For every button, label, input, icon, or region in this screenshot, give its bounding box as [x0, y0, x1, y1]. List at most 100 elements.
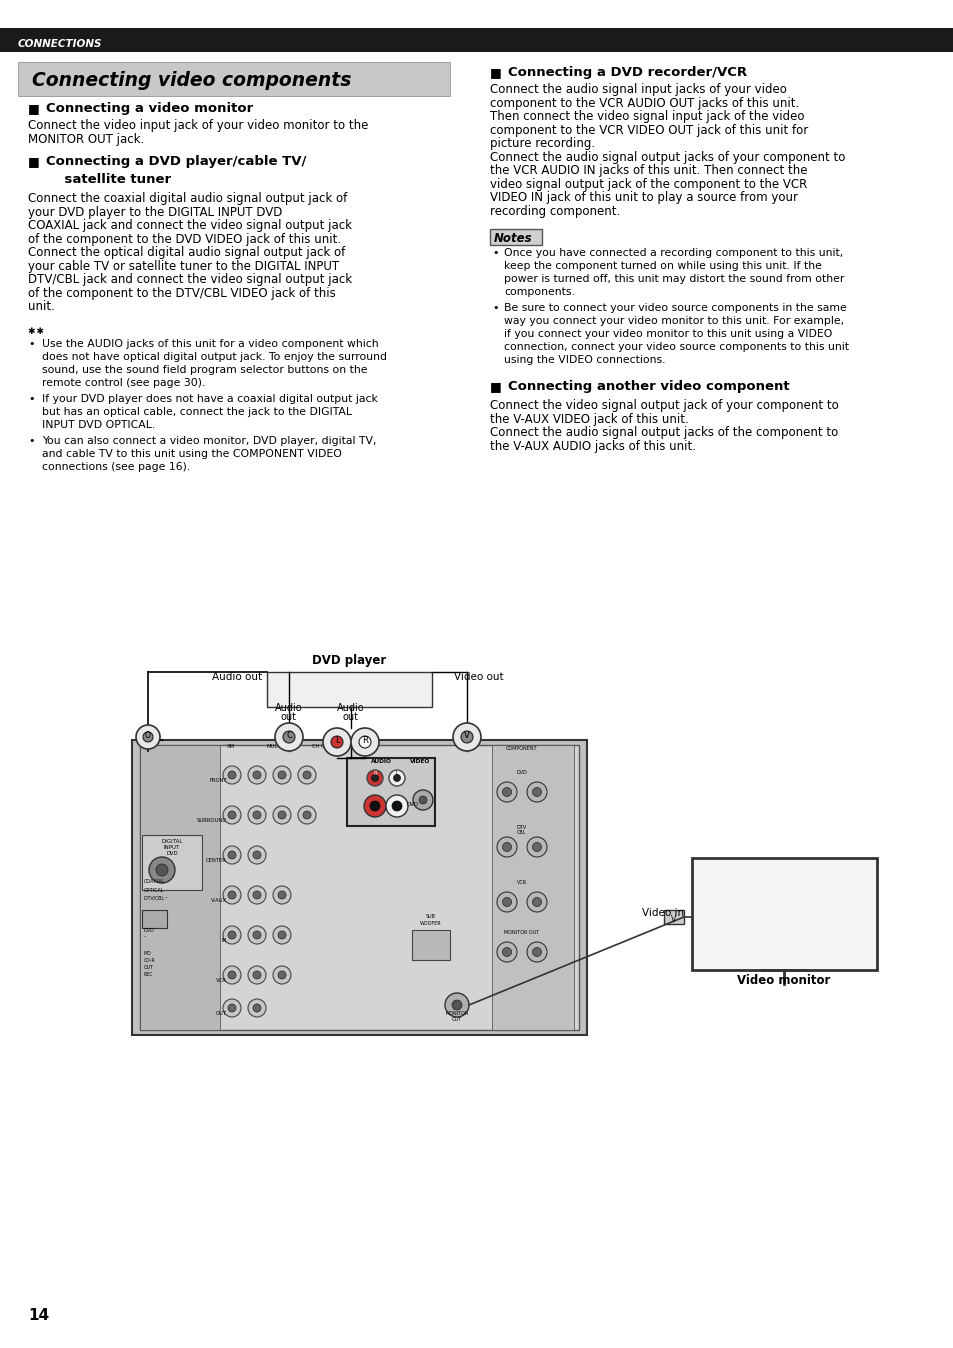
- Circle shape: [532, 842, 541, 852]
- Text: VIDEO IN jack of this unit to play a source from your: VIDEO IN jack of this unit to play a sou…: [490, 191, 797, 205]
- Text: the V-AUX AUDIO jacks of this unit.: the V-AUX AUDIO jacks of this unit.: [490, 439, 696, 453]
- Text: VCR: VCR: [517, 880, 526, 886]
- Text: DTV/CBL jack and connect the video signal output jack: DTV/CBL jack and connect the video signa…: [28, 274, 352, 286]
- Circle shape: [532, 898, 541, 906]
- Text: DVD: DVD: [166, 851, 177, 856]
- Text: Video monitor: Video monitor: [737, 975, 830, 987]
- Circle shape: [248, 999, 266, 1016]
- Text: Connecting another video component: Connecting another video component: [507, 380, 789, 394]
- Text: O: O: [145, 732, 151, 740]
- Circle shape: [223, 766, 241, 785]
- Text: IN: IN: [221, 938, 227, 944]
- Text: satellite tuner: satellite tuner: [46, 173, 171, 186]
- Text: recording component.: recording component.: [490, 205, 619, 218]
- Text: video signal output jack of the component to the VCR: video signal output jack of the componen…: [490, 178, 806, 190]
- Text: C: C: [286, 732, 292, 740]
- Circle shape: [526, 892, 546, 913]
- Text: Be sure to connect your video source components in the same: Be sure to connect your video source com…: [503, 303, 846, 313]
- Bar: [0, 28, 953, 53]
- Bar: [142, 910, 167, 927]
- Text: if you connect your video monitor to this unit using a VIDEO: if you connect your video monitor to thi…: [503, 329, 832, 338]
- Text: L: L: [335, 736, 339, 745]
- Text: CD-R: CD-R: [144, 958, 155, 962]
- Circle shape: [277, 891, 286, 899]
- Text: power is turned off, this unit may distort the sound from other: power is turned off, this unit may disto…: [503, 274, 843, 283]
- Text: AUDIO: AUDIO: [371, 759, 392, 764]
- Circle shape: [248, 926, 266, 944]
- Text: the VCR AUDIO IN jacks of this unit. Then connect the: the VCR AUDIO IN jacks of this unit. The…: [490, 164, 806, 177]
- Circle shape: [297, 766, 315, 785]
- Text: Audio out: Audio out: [212, 673, 262, 682]
- Circle shape: [452, 1000, 461, 1010]
- Text: component to the VCR VIDEO OUT jack of this unit for: component to the VCR VIDEO OUT jack of t…: [490, 124, 807, 136]
- Text: ✱ ✱: ✱ ✱: [28, 328, 44, 337]
- Bar: [140, 745, 220, 1030]
- Circle shape: [277, 771, 286, 779]
- Text: Connecting a DVD recorder/VCR: Connecting a DVD recorder/VCR: [507, 66, 746, 80]
- Circle shape: [277, 971, 286, 979]
- Circle shape: [274, 723, 303, 751]
- Text: COAXIAL jack and connect the video signal output jack: COAXIAL jack and connect the video signa…: [28, 220, 352, 232]
- Text: connections (see page 16).: connections (see page 16).: [42, 462, 190, 472]
- Circle shape: [223, 847, 241, 864]
- Text: your DVD player to the DIGITAL INPUT DVD: your DVD player to the DIGITAL INPUT DVD: [28, 206, 282, 218]
- Circle shape: [502, 842, 511, 852]
- Text: your cable TV or satellite tuner to the DIGITAL INPUT: your cable TV or satellite tuner to the …: [28, 260, 338, 272]
- Circle shape: [273, 886, 291, 905]
- Text: components.: components.: [503, 287, 575, 297]
- Text: COMPONENT: COMPONENT: [506, 745, 537, 751]
- Text: R: R: [373, 771, 376, 776]
- Circle shape: [253, 771, 261, 779]
- Circle shape: [228, 771, 235, 779]
- Text: picture recording.: picture recording.: [490, 137, 595, 150]
- Circle shape: [223, 886, 241, 905]
- Text: OUT: OUT: [215, 1011, 227, 1016]
- Text: •: •: [28, 394, 34, 404]
- Text: CH INPUT: CH INPUT: [312, 744, 336, 749]
- Text: If your DVD player does not have a coaxial digital output jack: If your DVD player does not have a coaxi…: [42, 394, 377, 404]
- Text: •: •: [28, 340, 34, 349]
- Circle shape: [248, 847, 266, 864]
- Circle shape: [228, 931, 235, 940]
- Circle shape: [370, 801, 379, 811]
- Text: V: V: [464, 732, 470, 740]
- Circle shape: [277, 931, 286, 940]
- Circle shape: [277, 811, 286, 820]
- Text: Video out: Video out: [454, 673, 503, 682]
- Text: SUB: SUB: [426, 914, 436, 919]
- Text: keep the component turned on while using this unit. If the: keep the component turned on while using…: [503, 260, 821, 271]
- Text: SURROUND: SURROUND: [196, 818, 227, 824]
- Circle shape: [331, 736, 343, 748]
- Text: V: V: [671, 914, 676, 923]
- Circle shape: [273, 766, 291, 785]
- Circle shape: [393, 775, 400, 782]
- Text: Connect the video input jack of your video monitor to the: Connect the video input jack of your vid…: [28, 119, 368, 132]
- Text: of the component to the DTV/CBL VIDEO jack of this: of the component to the DTV/CBL VIDEO ja…: [28, 287, 335, 299]
- Bar: [412, 930, 450, 960]
- Circle shape: [228, 971, 235, 979]
- Text: Connect the audio signal output jacks of the component to: Connect the audio signal output jacks of…: [490, 426, 838, 439]
- Text: COAXIAL: COAXIAL: [144, 879, 165, 884]
- Text: MO: MO: [144, 950, 152, 956]
- Text: WOOFER: WOOFER: [419, 921, 441, 926]
- Bar: [492, 745, 574, 1030]
- Circle shape: [532, 948, 541, 957]
- Text: ¹: ¹: [144, 936, 146, 940]
- Text: INPUT DVD OPTICAL.: INPUT DVD OPTICAL.: [42, 421, 155, 430]
- Circle shape: [526, 942, 546, 962]
- Text: DVD: DVD: [407, 802, 418, 807]
- Circle shape: [228, 891, 235, 899]
- Text: Connect the video signal output jack of your component to: Connect the video signal output jack of …: [490, 399, 838, 412]
- Text: CENTER: CENTER: [206, 857, 227, 863]
- Circle shape: [273, 806, 291, 824]
- Circle shape: [248, 766, 266, 785]
- Text: CONNECTIONS: CONNECTIONS: [18, 39, 102, 49]
- Text: Connect the audio signal input jacks of your video: Connect the audio signal input jacks of …: [490, 84, 786, 96]
- Text: XM: XM: [227, 744, 234, 749]
- Circle shape: [453, 723, 480, 751]
- Circle shape: [532, 787, 541, 797]
- Text: OPTICAL: OPTICAL: [144, 888, 165, 892]
- Text: Connect the coaxial digital audio signal output jack of: Connect the coaxial digital audio signal…: [28, 193, 347, 205]
- Text: MONITOR OUT jack.: MONITOR OUT jack.: [28, 132, 144, 146]
- Circle shape: [248, 886, 266, 905]
